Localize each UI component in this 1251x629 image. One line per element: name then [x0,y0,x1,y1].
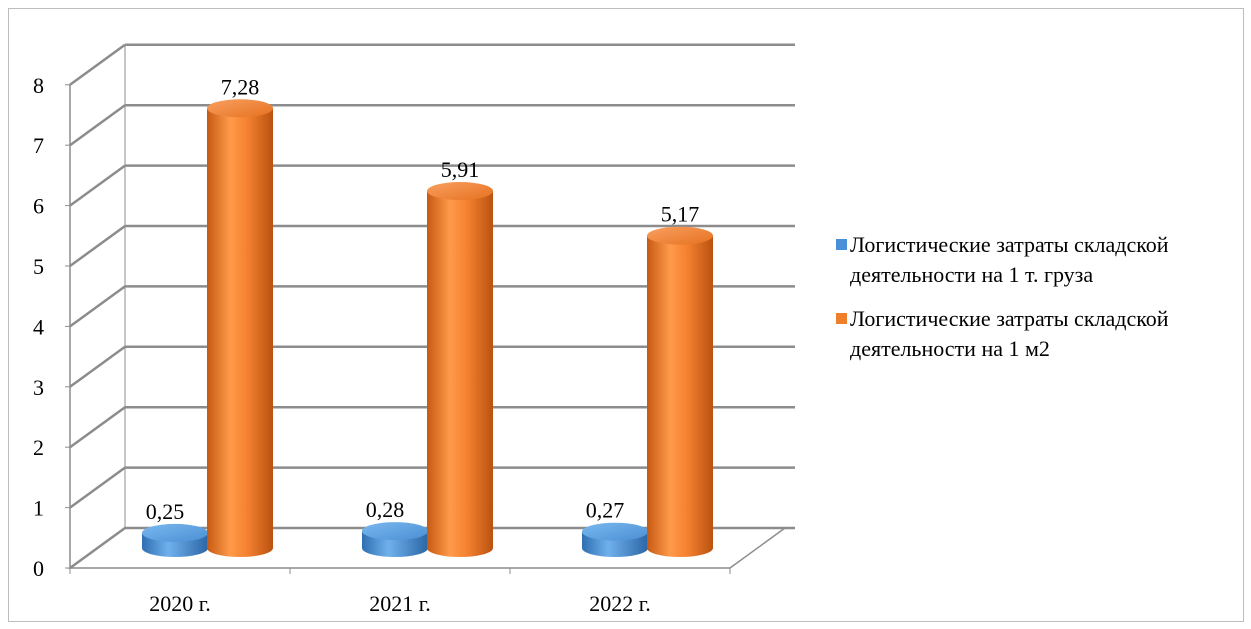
data-label: 5,91 [441,157,480,182]
data-label: 0,27 [586,498,625,523]
bar-top [582,522,648,541]
gridline-side [69,104,126,147]
legend-label-tonne: Логистические затраты складской деятельн… [850,232,1169,287]
y-tick-label: 4 [33,314,44,339]
bar-top [647,226,713,245]
legend: Логистические затраты складской деятельн… [836,230,1236,378]
bar-body [427,191,493,557]
gridline-side [69,285,126,328]
gridline-side [69,345,126,388]
legend-label-sqm: Логистические затраты складской деятельн… [850,306,1169,361]
data-label: 5,17 [661,202,700,227]
gridline-side [69,224,126,268]
bar-sqm-1 [207,99,273,558]
gridline-side [69,526,126,570]
data-label: 7,28 [221,74,260,99]
data-labels: 0,25 7,28 0,28 5,91 0,27 5,17 [146,74,700,524]
bars [142,99,713,558]
y-tick-label: 1 [33,496,44,521]
y-tick-label: 2 [33,435,44,460]
legend-item-sqm: Логистические затраты складской деятельн… [836,304,1236,364]
x-tick-label: 2021 г. [369,591,431,616]
x-tick-label: 2020 г. [149,591,211,616]
bar-top [142,523,208,542]
gridline-side [69,164,126,207]
bar-tonne-1 [142,523,208,557]
data-label: 0,25 [146,499,185,524]
y-tick-label: 6 [33,194,44,219]
y-tick-label: 5 [33,254,44,279]
chart-frame [8,8,1244,622]
bar-body [207,108,273,558]
y-tick-label: 7 [33,133,44,158]
legend-swatch-sqm [836,313,847,324]
data-label: 0,28 [366,497,405,522]
bar-tonne-3 [582,522,648,557]
axes: 0 1 2 3 4 5 6 7 8 2020 г. 2021 г. 2022 г. [33,44,731,616]
bar-top [207,99,273,118]
bar-tonne-2 [362,522,428,557]
x-tick-label: 2022 г. [589,591,651,616]
bar-sqm-3 [647,226,713,557]
legend-item-tonne: Логистические затраты складской деятельн… [836,230,1236,290]
y-tick-label: 3 [33,375,44,400]
bar-top [362,522,428,541]
bar-top [427,182,493,201]
gridline-side [69,43,126,86]
legend-swatch-tonne [836,239,847,250]
bar-body [647,235,713,557]
gridline-side [69,406,126,449]
y-tick-label: 0 [33,556,44,581]
y-tick-label: 8 [33,73,44,98]
gridline-side [69,466,126,509]
bar-sqm-2 [427,182,493,557]
